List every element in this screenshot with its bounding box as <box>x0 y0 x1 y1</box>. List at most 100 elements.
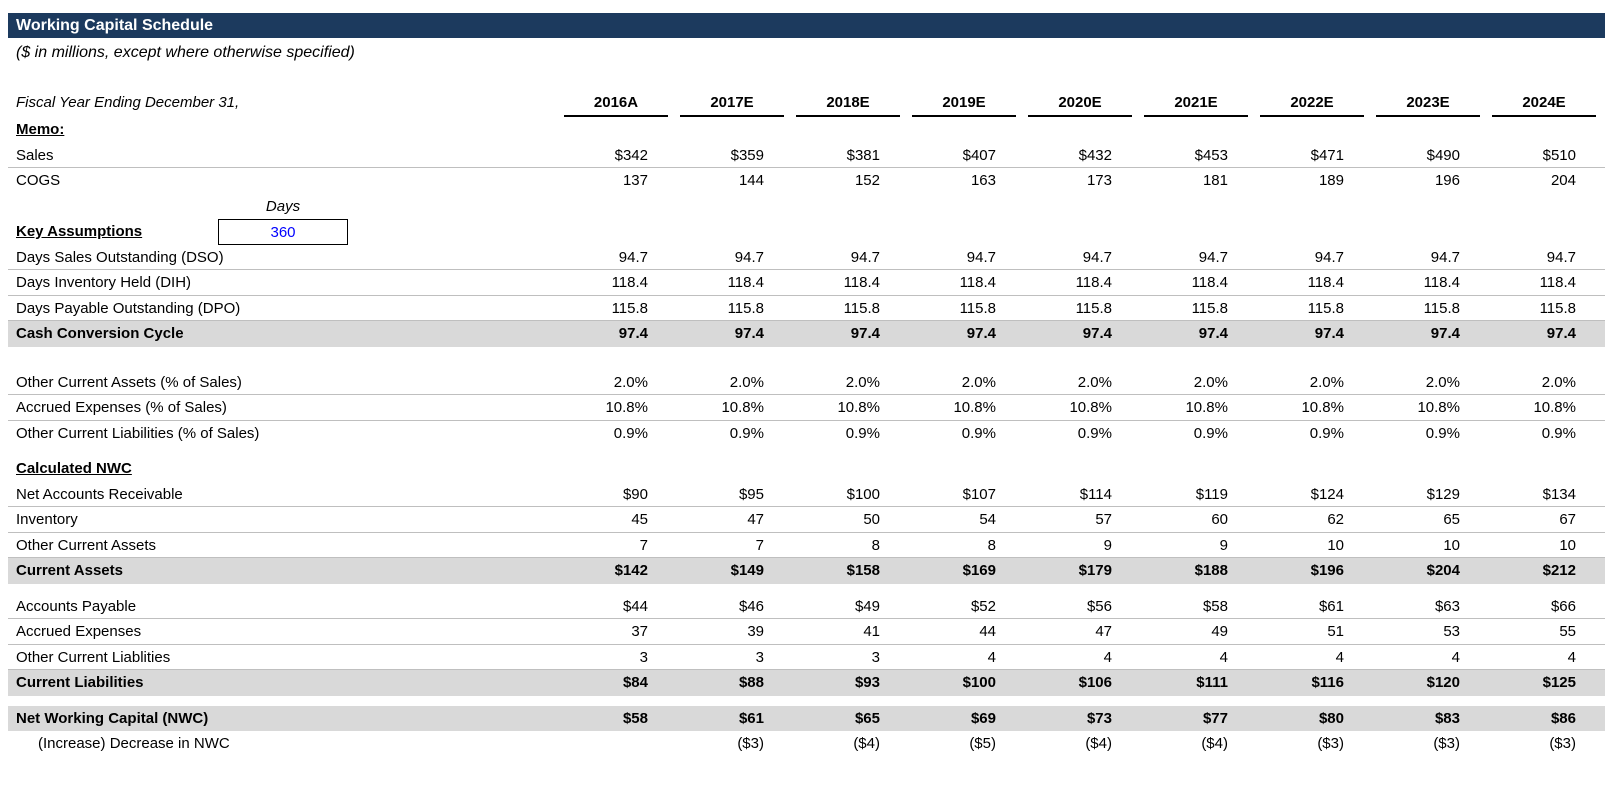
row-other-current-assets-pct-label: Other Current Assets (% of Sales) <box>16 373 242 391</box>
value-cell: 50 <box>863 511 880 528</box>
value-cell: 10.8% <box>1069 399 1112 416</box>
top-spacer <box>8 66 1605 89</box>
row-net-working-capital-total: Net Working Capital (NWC) $58 $61 $65 $69 $73… <box>8 705 1605 731</box>
value-cell: 47 <box>747 511 764 528</box>
value-cell: $124 <box>1310 485 1344 503</box>
value-cell: ($3) <box>1549 735 1576 752</box>
value-cell: 2.0% <box>1425 373 1460 391</box>
value-cell: 10.8% <box>953 399 996 416</box>
value-cell: 10.8% <box>721 399 764 416</box>
year-column-header: 2020E <box>1028 89 1132 117</box>
value-cell: 115.8 <box>843 299 880 317</box>
value-cell: $77 <box>1202 709 1228 727</box>
value-cell: ($4) <box>1085 735 1112 752</box>
value-cell: 2.0% <box>1077 373 1112 391</box>
value-cell: 118.4 <box>727 274 764 291</box>
row-calculated-nwc-heading: Calculated NWC <box>8 456 1605 482</box>
row-sales: Sales $342 $359 $381 $407 $432 $453 $471 $490 $51… <box>8 143 1605 168</box>
value-cell: 10.8% <box>605 399 648 416</box>
value-cell: 62 <box>1327 511 1344 528</box>
row-dih-label: Days Inventory Held (DIH) <box>16 274 192 291</box>
value-cell: 196 <box>1434 172 1460 189</box>
value-cell: 41 <box>863 623 880 640</box>
value-cell: 8 <box>871 536 880 554</box>
value-cell: 118.4 <box>1075 274 1112 291</box>
value-cell: 45 <box>631 511 648 528</box>
row-other-current-assets-pct: Other Current Assets (% of Sales) 2.0% 2.0… <box>8 370 1605 395</box>
value-cell: $58 <box>622 709 648 727</box>
value-cell: 118.4 <box>1539 274 1576 291</box>
value-cell: $44 <box>622 597 648 615</box>
value-cell: 97.4 <box>1314 325 1344 342</box>
column-header-row: Fiscal Year Ending December 31, 2016A 201… <box>8 89 1605 117</box>
value-cell: 2.0% <box>1309 373 1344 391</box>
value-cell: 0.9% <box>729 424 764 442</box>
value-cell: $106 <box>1078 674 1112 691</box>
row-net-working-capital-total-label: Net Working Capital (NWC) <box>16 709 209 727</box>
value-cell: 10.8% <box>1533 399 1576 416</box>
value-cell: $61 <box>738 709 764 727</box>
value-cell: $169 <box>962 562 996 579</box>
value-cell: 0.9% <box>845 424 880 442</box>
year-headers: 2016A 2017E 2018E 2019E 2020E 2021E 2022E 2023E… <box>552 89 1596 117</box>
value-cell: 4 <box>987 648 996 666</box>
row-net-accounts-receivable-label: Net Accounts Receivable <box>16 485 183 503</box>
value-cell: 0.9% <box>1541 424 1576 442</box>
value-cell: 115.8 <box>1307 299 1344 317</box>
value-cell: $125 <box>1542 674 1576 691</box>
value-cell: $196 <box>1310 562 1344 579</box>
value-cell: 0.9% <box>613 424 648 442</box>
value-cell: 94.7 <box>1314 248 1344 266</box>
row-current-assets-total: Current Assets $142 $149 $158 $169 $179 $188 $1… <box>8 558 1605 584</box>
value-cell: 47 <box>1095 623 1112 640</box>
row-memo-heading: Memo: <box>8 117 1605 143</box>
row-key-assumptions: Key Assumptions <box>8 219 1605 245</box>
row-other-current-liabilities-pct: Other Current Liabilities (% of Sales) 0.… <box>8 421 1605 447</box>
value-cell: $52 <box>970 597 996 615</box>
value-cell: $129 <box>1426 485 1460 503</box>
row-increase-decrease-nwc: (Increase) Decrease in NWC ($3) ($4) ($5) ($… <box>8 731 1605 757</box>
value-cell: 4 <box>1567 648 1576 666</box>
value-cell: 118.4 <box>1307 274 1344 291</box>
days-in-year-input[interactable] <box>218 219 348 245</box>
value-cell: $84 <box>622 674 648 691</box>
value-cell: $63 <box>1434 597 1460 615</box>
year-column-header: 2016A <box>564 89 668 117</box>
value-cell: 189 <box>1318 172 1344 189</box>
value-cell: $56 <box>1086 597 1112 615</box>
row-cash-conversion-cycle-label: Cash Conversion Cycle <box>16 325 184 342</box>
value-cell <box>552 731 668 757</box>
value-cell: $179 <box>1078 562 1112 579</box>
row-memo-heading-label: Memo: <box>16 121 65 138</box>
value-cell: $86 <box>1550 709 1576 727</box>
value-cell: 54 <box>979 511 996 528</box>
value-cell: $381 <box>846 146 880 164</box>
value-cell: ($5) <box>969 735 996 752</box>
value-cell: 0.9% <box>1309 424 1344 442</box>
year-column-header: 2022E <box>1260 89 1364 117</box>
row-cogs-label: COGS <box>16 172 61 189</box>
value-cell: $93 <box>854 674 880 691</box>
value-cell: 94.7 <box>850 248 880 266</box>
value-cell: 10.8% <box>837 399 880 416</box>
value-cell: 0.9% <box>1425 424 1460 442</box>
value-cell: 97.4 <box>966 325 996 342</box>
value-cell: 3 <box>871 648 880 666</box>
value-cell: 55 <box>1559 623 1576 640</box>
value-cell: 118.4 <box>1191 274 1228 291</box>
value-cell: $95 <box>738 485 764 503</box>
value-cell: $134 <box>1542 485 1576 503</box>
value-cell: ($4) <box>1201 735 1228 752</box>
value-cell: 97.4 <box>734 325 764 342</box>
value-cell: 4 <box>1335 648 1344 666</box>
row-current-liabilities-total-label: Current Liabilities <box>16 674 144 691</box>
row-inventory: Inventory 45 47 50 54 57 60 62 65 67 <box>8 507 1605 533</box>
row-accrued-expenses-pct-label: Accrued Expenses (% of Sales) <box>16 399 227 416</box>
value-cell: 97.4 <box>1430 325 1460 342</box>
value-cell: $65 <box>854 709 880 727</box>
days-unit-label: Days <box>265 197 301 215</box>
value-cell: 173 <box>1086 172 1112 189</box>
value-cell: 144 <box>738 172 764 189</box>
value-cell: 97.4 <box>1546 325 1576 342</box>
value-cell: 94.7 <box>1082 248 1112 266</box>
